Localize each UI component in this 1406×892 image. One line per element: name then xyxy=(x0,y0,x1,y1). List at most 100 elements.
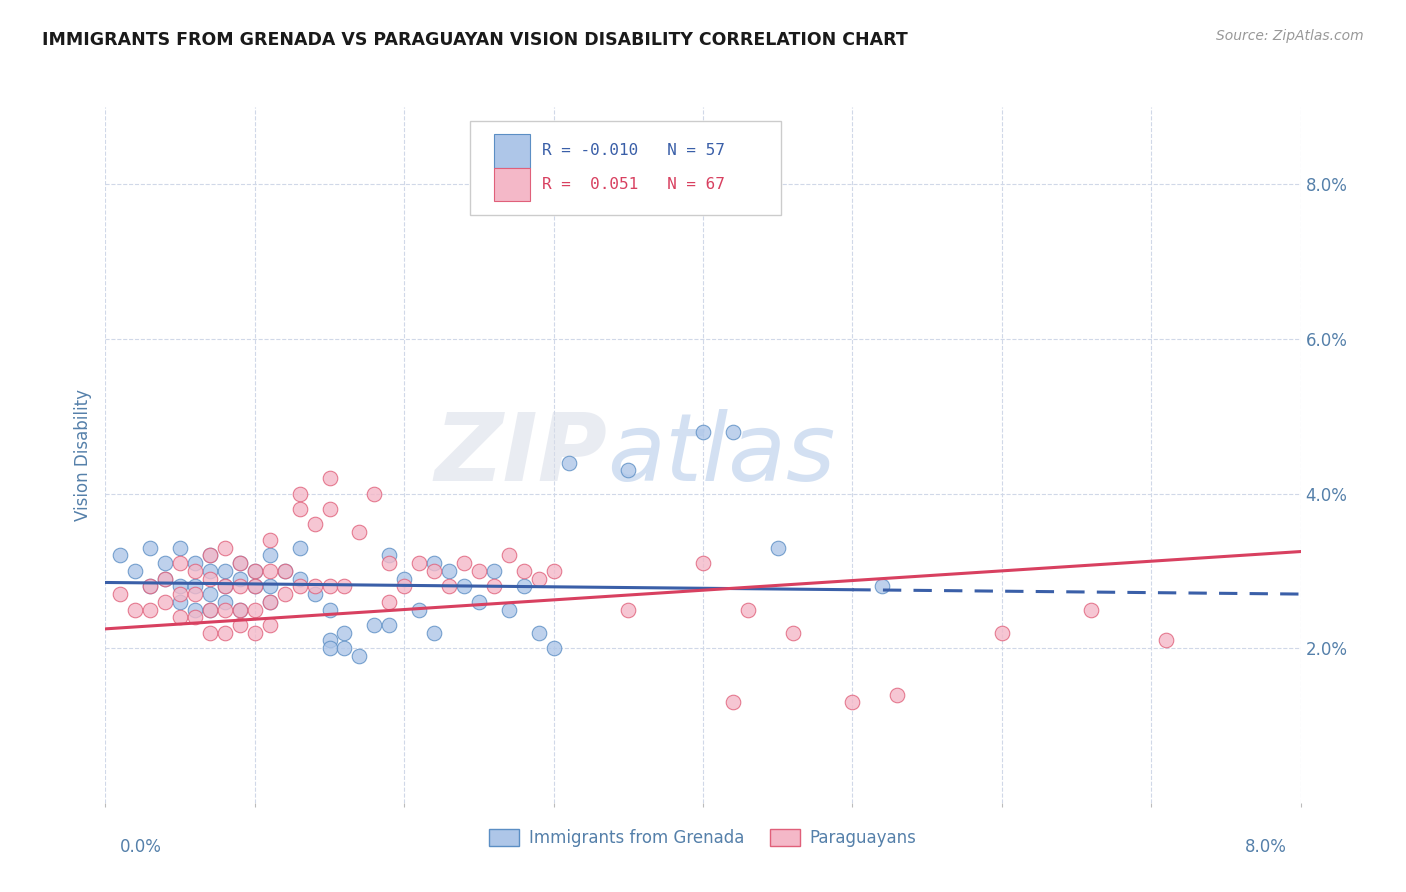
Point xyxy=(437,564,460,578)
Point xyxy=(617,602,640,616)
Point xyxy=(378,549,401,563)
Point xyxy=(243,579,266,593)
FancyBboxPatch shape xyxy=(494,134,530,168)
Point xyxy=(318,633,340,648)
Point xyxy=(198,625,221,640)
Point xyxy=(378,595,401,609)
Point xyxy=(498,602,520,616)
Point xyxy=(1154,633,1177,648)
Point xyxy=(273,587,295,601)
Point xyxy=(110,549,132,563)
Point xyxy=(198,564,221,578)
Point xyxy=(243,579,266,593)
Point xyxy=(214,579,236,593)
Point xyxy=(169,595,191,609)
Point xyxy=(423,625,446,640)
Point xyxy=(527,625,550,640)
Point xyxy=(214,579,236,593)
Point xyxy=(229,602,252,616)
Text: Source: ZipAtlas.com: Source: ZipAtlas.com xyxy=(1216,29,1364,43)
Point xyxy=(259,533,281,547)
Point xyxy=(482,564,505,578)
Point xyxy=(363,618,385,632)
Point xyxy=(184,564,207,578)
Point xyxy=(214,595,236,609)
Point xyxy=(288,579,311,593)
Point xyxy=(110,587,132,601)
Point xyxy=(273,564,295,578)
Point xyxy=(378,618,401,632)
FancyBboxPatch shape xyxy=(494,168,530,201)
Point xyxy=(273,564,295,578)
Point xyxy=(169,541,191,555)
Point xyxy=(721,425,744,439)
Point xyxy=(318,641,340,656)
Point xyxy=(214,625,236,640)
Point xyxy=(184,602,207,616)
Point xyxy=(124,564,146,578)
Point xyxy=(198,587,221,601)
Text: R =  0.051   N = 67: R = 0.051 N = 67 xyxy=(541,177,724,192)
Point xyxy=(229,579,252,593)
Point xyxy=(259,579,281,593)
Legend: Immigrants from Grenada, Paraguayans: Immigrants from Grenada, Paraguayans xyxy=(482,822,924,854)
Point xyxy=(423,564,446,578)
Point xyxy=(349,525,371,540)
Text: 0.0%: 0.0% xyxy=(120,838,162,855)
Point xyxy=(392,579,416,593)
Point xyxy=(557,456,579,470)
Point xyxy=(737,602,759,616)
Text: IMMIGRANTS FROM GRENADA VS PARAGUAYAN VISION DISABILITY CORRELATION CHART: IMMIGRANTS FROM GRENADA VS PARAGUAYAN VI… xyxy=(42,31,908,49)
Point xyxy=(214,564,236,578)
Point xyxy=(408,556,430,570)
Point xyxy=(1080,602,1102,616)
Point xyxy=(198,549,221,563)
Point xyxy=(527,572,550,586)
Point xyxy=(333,579,356,593)
Point xyxy=(243,564,266,578)
Point xyxy=(288,502,311,516)
Point xyxy=(766,541,789,555)
Point xyxy=(243,625,266,640)
Point xyxy=(288,572,311,586)
Point xyxy=(259,595,281,609)
Point xyxy=(229,572,252,586)
Text: R = -0.010   N = 57: R = -0.010 N = 57 xyxy=(541,144,724,159)
Point xyxy=(139,602,162,616)
Point xyxy=(617,463,640,477)
Point xyxy=(392,572,416,586)
Point xyxy=(169,579,191,593)
Point xyxy=(304,587,326,601)
Point xyxy=(543,564,565,578)
Point xyxy=(153,572,177,586)
Point xyxy=(513,564,536,578)
Point xyxy=(318,471,340,485)
Point xyxy=(198,602,221,616)
Point xyxy=(243,564,266,578)
Point xyxy=(304,579,326,593)
Point xyxy=(184,587,207,601)
Point xyxy=(453,579,475,593)
Point xyxy=(184,556,207,570)
Point xyxy=(692,556,714,570)
Point xyxy=(259,549,281,563)
Point xyxy=(169,556,191,570)
Point xyxy=(304,517,326,532)
Point xyxy=(886,688,908,702)
Point xyxy=(198,572,221,586)
Point xyxy=(349,648,371,663)
Point xyxy=(124,602,146,616)
Point xyxy=(408,602,430,616)
Point xyxy=(259,595,281,609)
Point xyxy=(423,556,446,570)
Point xyxy=(288,541,311,555)
Point xyxy=(721,695,744,709)
Point xyxy=(288,486,311,500)
Point xyxy=(482,579,505,593)
Point xyxy=(229,556,252,570)
Point xyxy=(468,595,491,609)
Point xyxy=(841,695,863,709)
Point xyxy=(990,625,1012,640)
Point xyxy=(139,541,162,555)
Point xyxy=(139,579,162,593)
